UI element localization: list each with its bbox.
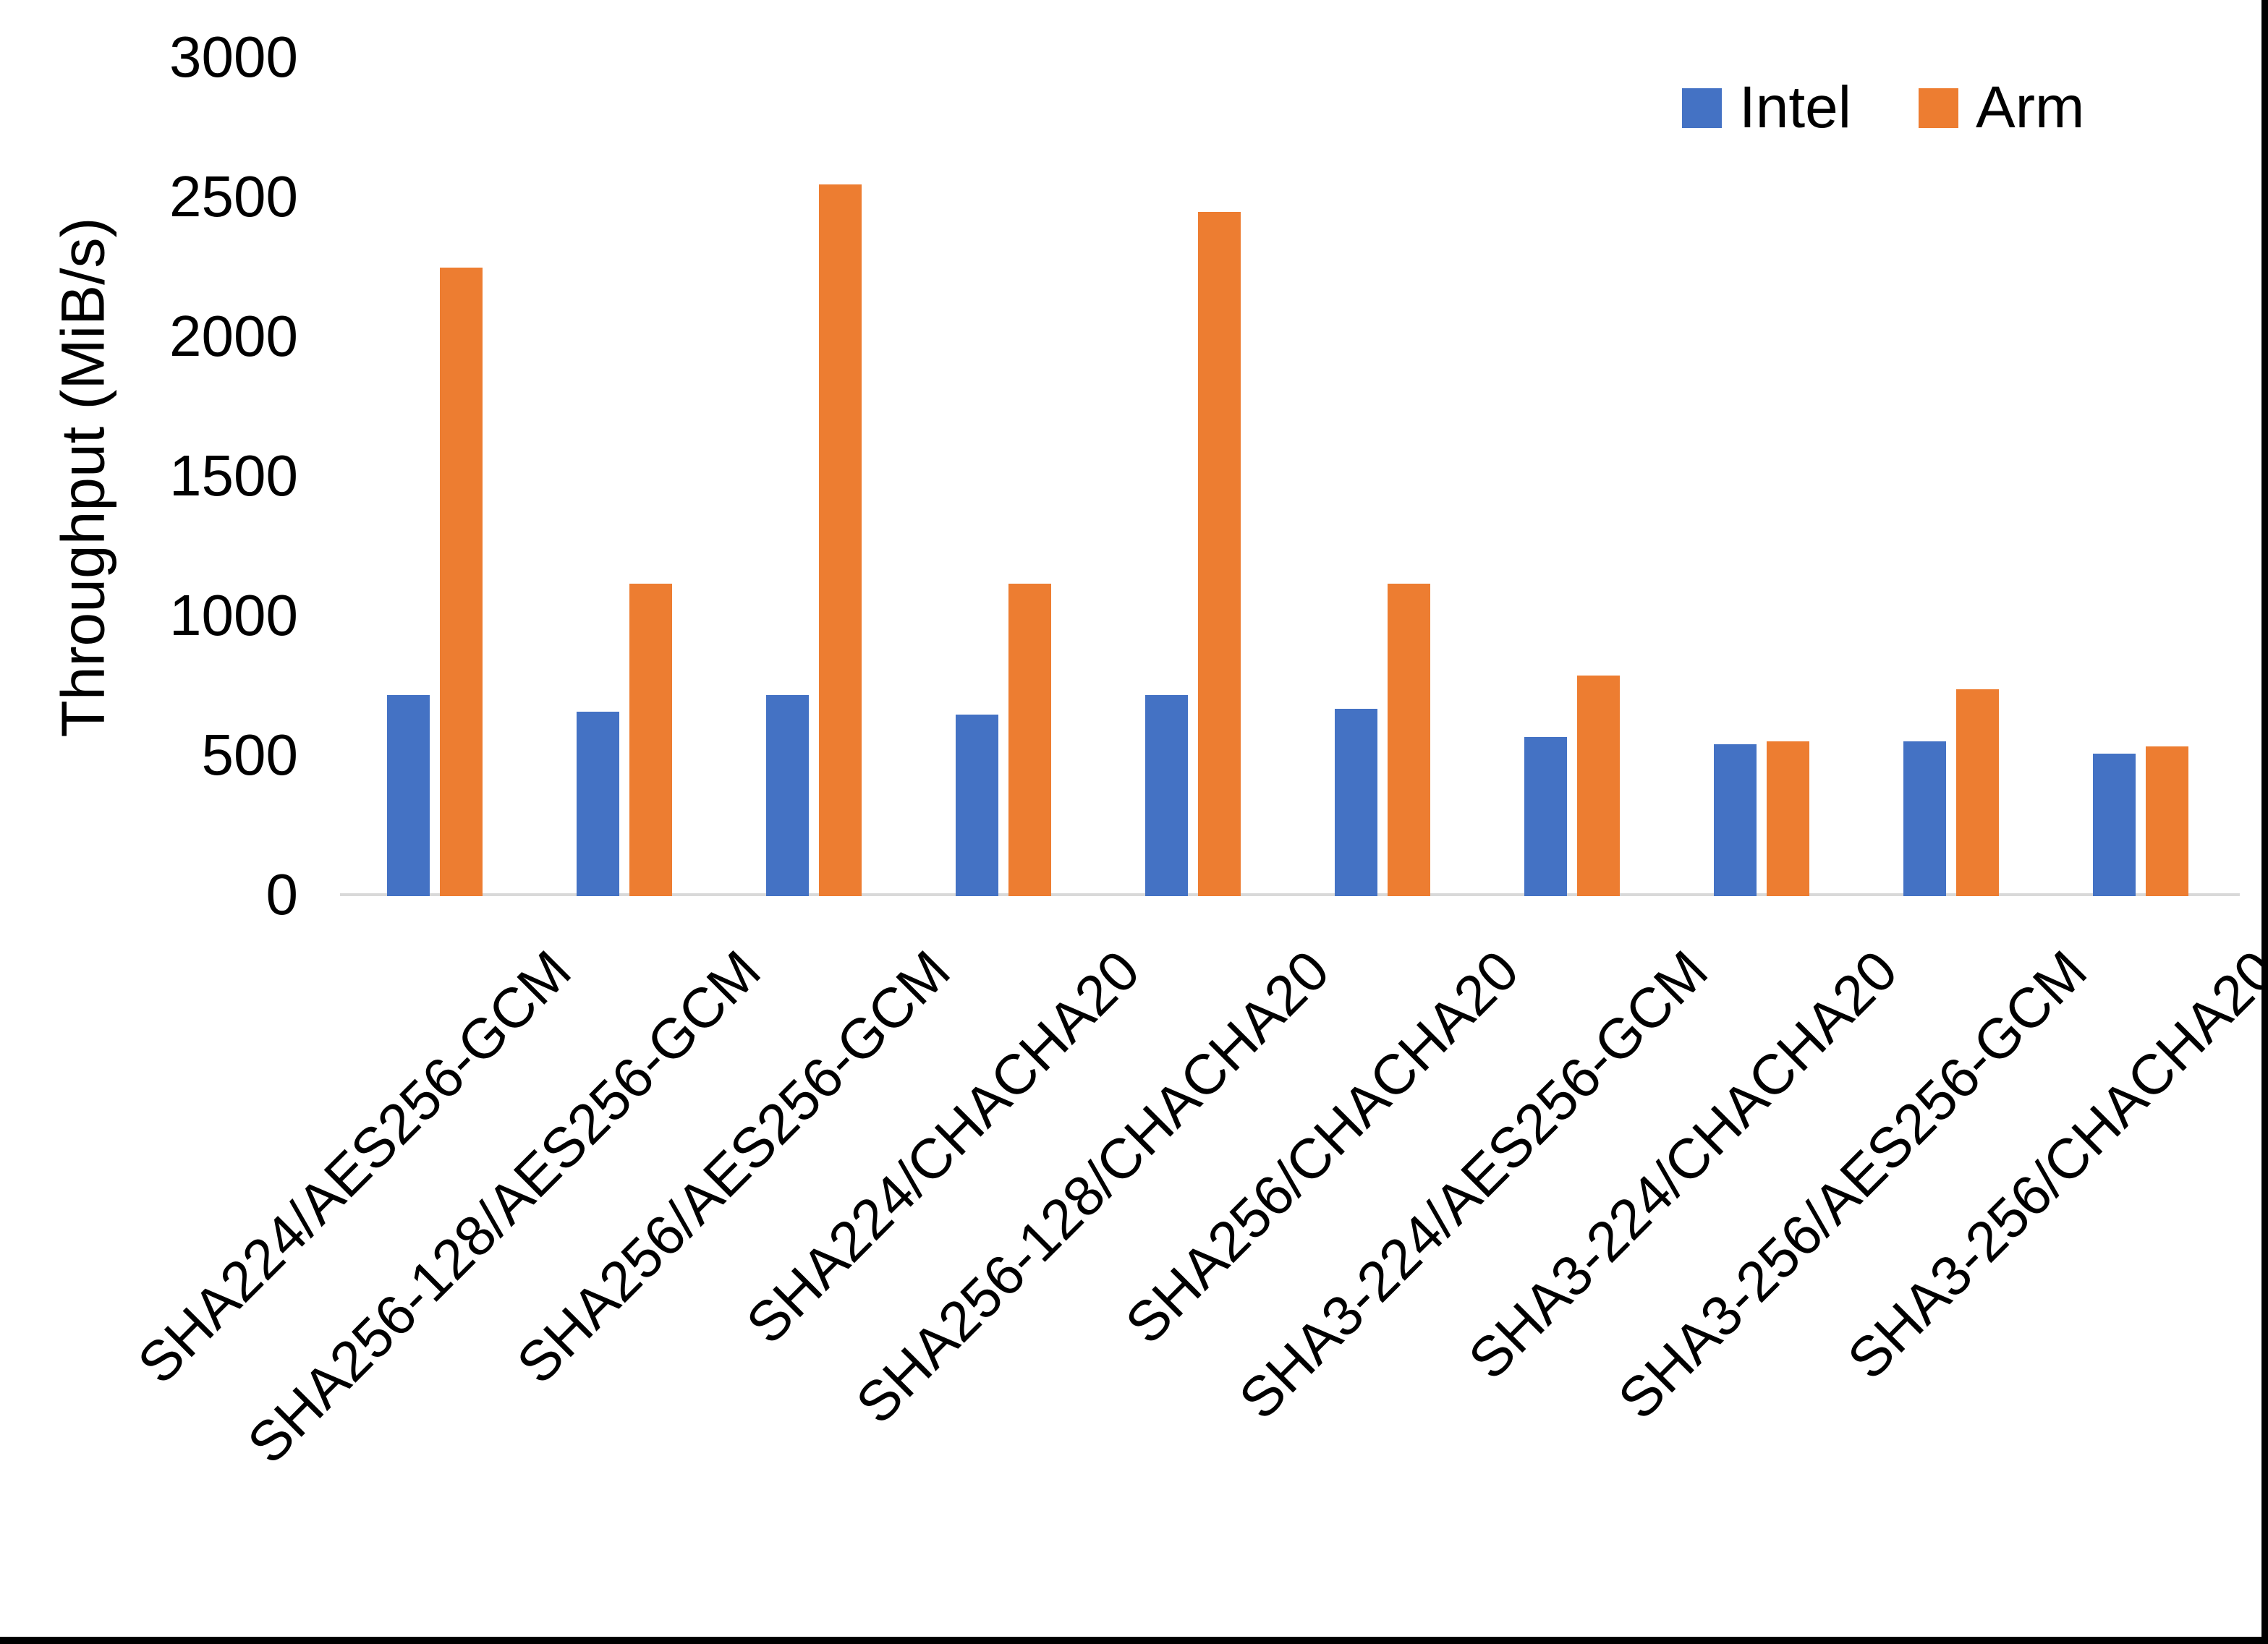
bar-intel-sha224/aes256-gcm [387,695,430,896]
bar-intel-sha3-224/aes256-gcm [1524,737,1567,896]
bar-intel-sha3-256/aes256-gcm [1903,741,1946,896]
y-tick-label: 3000 [169,25,298,89]
y-tick-label: 2500 [169,164,298,229]
figure-frame-bottom-border [0,1637,2268,1644]
bar-intel-sha224/chacha20 [956,715,998,896]
arm-legend-label: Arm [1976,74,2085,140]
figure-frame-right-border [2261,0,2268,1644]
bar-intel-sha256/aes256-gcm [766,695,809,896]
bar-arm-sha256/aes256-gcm [819,184,862,896]
bar-arm-sha3-256/chacha20 [2146,746,2188,896]
arm-legend-swatch [1919,88,1958,128]
bar-arm-sha256-128/chacha20 [1198,212,1241,896]
legend-item-arm: Arm [1919,78,2084,137]
bar-intel-sha256-128/aes256-gcm [577,712,619,896]
legend-item-intel: Intel [1682,78,1851,137]
bar-arm-sha224/aes256-gcm [440,268,483,896]
bar-arm-sha256/chacha20 [1388,584,1430,896]
bar-arm-sha224/chacha20 [1008,584,1051,896]
bar-intel-sha3-224/chacha20 [1714,744,1757,896]
bar-intel-sha256-128/chacha20 [1145,695,1188,896]
intel-legend-label: Intel [1739,74,1851,140]
bar-arm-sha3-224/aes256-gcm [1577,676,1620,896]
x-axis-baseline [340,893,2240,896]
bar-arm-sha3-256/aes256-gcm [1956,689,1999,896]
bar-intel-sha3-256/chacha20 [2093,754,2136,896]
bar-intel-sha256/chacha20 [1335,709,1377,896]
bar-arm-sha3-224/chacha20 [1767,741,1809,896]
y-tick-label: 1500 [169,443,298,508]
y-tick-label: 1000 [169,583,298,647]
y-tick-label: 2000 [169,304,298,368]
y-tick-label: 500 [201,723,298,787]
bar-arm-sha256-128/aes256-gcm [629,584,672,896]
intel-legend-swatch [1682,88,1722,128]
y-tick-label: 0 [266,862,299,927]
